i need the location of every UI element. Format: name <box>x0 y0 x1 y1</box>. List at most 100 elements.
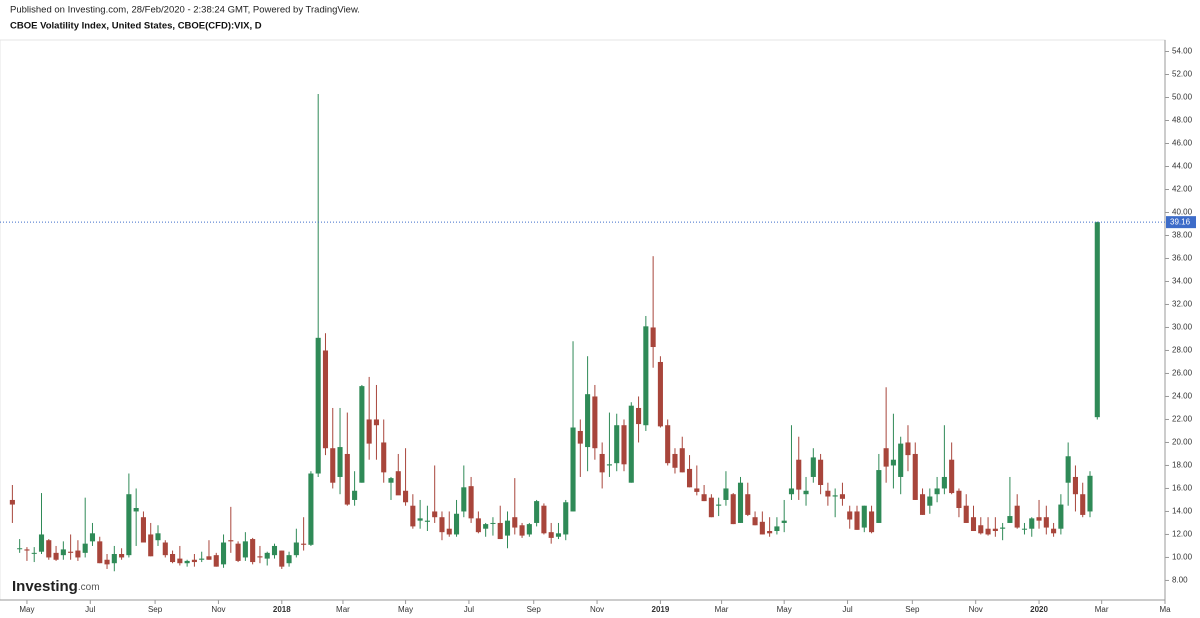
logo-name: Investing <box>12 578 78 595</box>
candle-body <box>206 556 212 560</box>
candle-body <box>585 394 591 448</box>
x-tick-label: Mar <box>715 605 729 614</box>
candle-body <box>876 470 882 523</box>
x-tick-label: Sep <box>148 605 163 614</box>
candle-body <box>126 494 132 556</box>
y-tick-label: 36.00 <box>1172 254 1193 263</box>
x-tick-label: Nov <box>590 605 604 614</box>
candle-body <box>89 533 96 542</box>
candles <box>9 94 1100 572</box>
candle-body <box>1051 528 1057 534</box>
candle-body <box>985 528 991 535</box>
candle-body <box>257 556 263 558</box>
candle-body <box>199 558 205 560</box>
candle-body <box>104 559 110 565</box>
candle-body <box>97 541 103 564</box>
candle-body <box>1029 518 1035 529</box>
candle-body <box>526 524 532 535</box>
x-tick-label: May <box>398 605 413 614</box>
candle-body <box>432 511 438 518</box>
candle-body <box>890 459 896 466</box>
y-tick-label: 42.00 <box>1172 185 1193 194</box>
candle-body <box>723 488 729 500</box>
candle-body <box>970 517 977 532</box>
candle-body <box>82 543 88 553</box>
candle-body <box>774 526 780 532</box>
candle-body <box>577 430 583 444</box>
x-tick-label: Jul <box>464 605 474 614</box>
candle-body <box>446 528 452 535</box>
x-tick-label: Sep <box>905 605 920 614</box>
candle-body <box>614 425 620 464</box>
candle-body <box>191 559 197 563</box>
candle-body <box>905 442 911 456</box>
last-price-box <box>1166 216 1196 229</box>
candle-body <box>825 490 831 497</box>
candle-body <box>992 528 998 532</box>
x-tick-label: Jul <box>85 605 95 614</box>
candle-body <box>337 447 343 477</box>
candle-body <box>410 505 416 527</box>
candle-body <box>133 508 139 512</box>
candle-body <box>381 442 387 473</box>
candle-body <box>483 524 489 529</box>
candle-body <box>956 490 962 509</box>
y-tick-label: 30.00 <box>1172 323 1193 332</box>
candle-body <box>293 542 299 556</box>
candle-body <box>606 464 612 466</box>
candle-body <box>68 551 74 553</box>
y-tick-label: 10.00 <box>1172 553 1193 562</box>
candle-body <box>308 473 314 545</box>
x-tick-label: Mar <box>1095 605 1109 614</box>
logo-suffix: .com <box>78 582 100 593</box>
candle-body <box>941 476 947 489</box>
candle-body <box>330 448 336 483</box>
candle-body <box>184 560 190 564</box>
candle-body <box>213 555 219 567</box>
candle-body <box>628 405 634 483</box>
candle-body <box>737 482 744 523</box>
candle-body <box>534 501 540 523</box>
candle-body <box>388 478 394 483</box>
candle-body <box>752 517 758 526</box>
candle-body <box>235 543 241 561</box>
candle-body <box>75 550 81 558</box>
candle-body <box>839 494 845 499</box>
candle-body <box>665 425 671 464</box>
candle-body <box>636 407 642 425</box>
candle-body <box>395 471 401 496</box>
candle-body <box>366 419 372 444</box>
candle-body <box>279 550 285 567</box>
candle-body <box>788 488 795 495</box>
candle-body <box>111 554 117 564</box>
candle-body <box>818 459 824 486</box>
y-tick-label: 52.00 <box>1172 70 1193 79</box>
candle-body <box>242 541 248 558</box>
chart-title: CBOE Volatility Index, United States, CB… <box>10 21 262 32</box>
candle-body <box>672 453 678 468</box>
y-tick-label: 38.00 <box>1172 231 1193 240</box>
candle-body <box>686 468 693 488</box>
logo: Investing.com <box>12 578 100 595</box>
candle-body <box>708 497 714 518</box>
candle-body <box>745 494 751 515</box>
candle-body <box>519 525 525 536</box>
candle-body <box>730 494 736 525</box>
candle-body <box>803 490 809 495</box>
candle-body <box>599 453 605 473</box>
x-tick-label: May <box>777 605 792 614</box>
y-tick-label: 16.00 <box>1172 484 1193 493</box>
y-tick-label: 48.00 <box>1172 116 1193 125</box>
y-tick-label: 8.00 <box>1172 576 1188 585</box>
y-tick-label: 50.00 <box>1172 93 1193 102</box>
candle-body <box>512 517 518 528</box>
candle-body <box>949 459 955 494</box>
candle-body <box>38 534 45 552</box>
candle-body <box>17 548 23 550</box>
candle-body <box>810 457 816 477</box>
candle-body <box>679 448 685 473</box>
candle-body <box>694 488 700 492</box>
candle-body <box>978 525 984 534</box>
candle-body <box>9 499 15 505</box>
